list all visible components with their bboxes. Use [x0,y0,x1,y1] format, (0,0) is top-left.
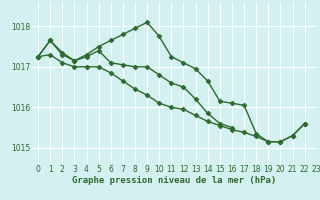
X-axis label: Graphe pression niveau de la mer (hPa): Graphe pression niveau de la mer (hPa) [72,176,276,185]
